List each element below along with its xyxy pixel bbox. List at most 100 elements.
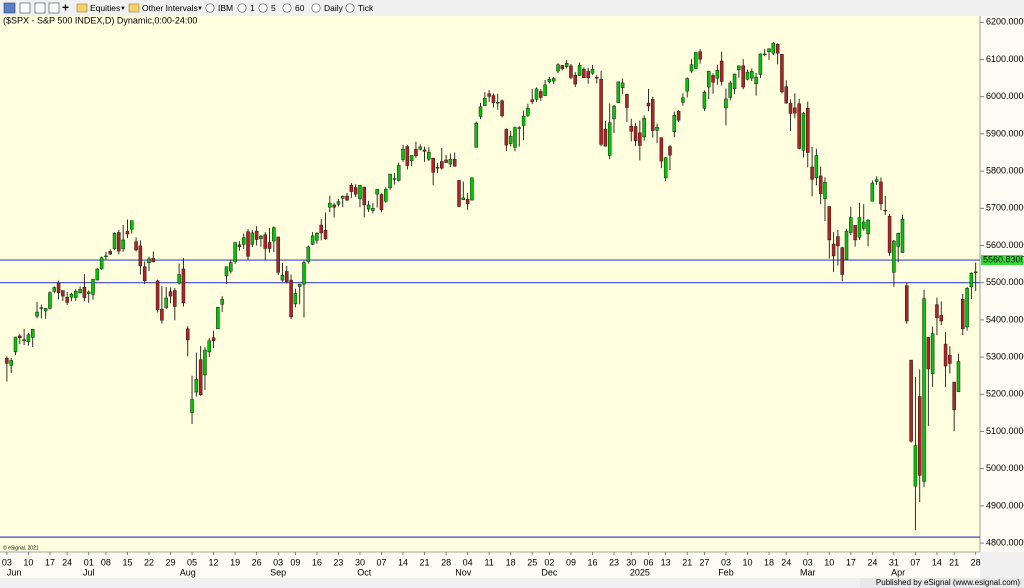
x-tick-label: 03: [273, 557, 283, 567]
candle-body: [491, 95, 496, 103]
candle-body: [224, 266, 229, 277]
interval-icon: [345, 3, 355, 13]
candle-body: [267, 242, 272, 249]
candle-body: [112, 232, 117, 250]
candle-body: [35, 311, 39, 317]
toolbar-item[interactable]: Other Intervals: [142, 3, 198, 13]
x-tick-label: 21: [682, 557, 692, 567]
candle-body: [861, 221, 866, 229]
x-tick-label: 28: [971, 557, 981, 567]
candle-body: [577, 65, 582, 76]
candle-body: [556, 64, 560, 72]
toolbar-background: [0, 0, 1024, 16]
candle-body: [689, 64, 694, 72]
candle-body: [104, 255, 108, 257]
candle-body: [560, 65, 565, 70]
month-label: Feb: [718, 567, 734, 577]
candle-body: [681, 97, 685, 103]
candle-body: [384, 189, 388, 202]
dropdown-arrow[interactable]: ▼: [197, 6, 203, 12]
candle-body: [797, 103, 801, 149]
x-tick-label: 22: [144, 557, 154, 567]
candle-body: [874, 179, 879, 182]
x-tick-label: 13: [661, 557, 671, 567]
candle-body: [702, 92, 707, 109]
candle-body: [926, 337, 931, 370]
candle-body: [694, 52, 698, 69]
toolbar-item[interactable]: IBM: [218, 3, 233, 13]
candle-body: [26, 334, 31, 343]
dropdown-arrow[interactable]: ▼: [120, 6, 126, 12]
candle-body: [52, 287, 57, 292]
candle-body: [762, 53, 767, 55]
toolbar-item[interactable]: Equities: [90, 3, 120, 13]
x-tick-label: 10: [742, 557, 752, 567]
candle-body: [793, 107, 797, 114]
toolbar-item[interactable]: 60: [295, 3, 305, 13]
add-icon[interactable]: +: [62, 1, 69, 15]
month-label: Jul: [83, 567, 95, 577]
x-tick-label: 03: [2, 557, 12, 567]
candle-body: [401, 148, 405, 160]
month-label: Aug: [180, 567, 196, 577]
candle-body: [814, 155, 819, 179]
candle-body: [349, 184, 354, 192]
toolbar-item[interactable]: 1: [250, 3, 255, 13]
candle-body: [259, 235, 263, 240]
candle-body: [465, 199, 470, 205]
candle-body: [939, 315, 943, 322]
candle-body: [582, 68, 586, 78]
toolbar: + Equities ▼ Other Intervals ▼ IBM 1 5 6…: [0, 0, 1024, 16]
x-tick-label: 19: [230, 557, 240, 567]
x-tick-label: 07: [910, 557, 920, 567]
candle-body: [818, 175, 823, 195]
candle-body: [806, 107, 810, 153]
candle-body: [69, 293, 74, 298]
candle-body: [220, 299, 224, 305]
candle-body: [353, 187, 358, 195]
x-tick-label: 17: [45, 557, 55, 567]
x-tick-label: 23: [609, 557, 619, 567]
candle-body: [961, 299, 965, 330]
candle-body: [254, 230, 259, 240]
x-tick-label: 24: [781, 557, 791, 567]
candle-body: [229, 262, 233, 272]
interval-icon: [205, 3, 215, 13]
candle-body: [521, 115, 526, 126]
candle-body: [620, 82, 625, 89]
candle-body: [629, 125, 633, 132]
toolbar-item[interactable]: 5: [271, 3, 276, 13]
candle-body: [289, 279, 293, 318]
candle-body: [788, 103, 793, 114]
candle-body: [758, 53, 763, 75]
toolbar-item[interactable]: Tick: [358, 3, 374, 13]
candle-body: [930, 333, 935, 375]
month-label: Oct: [357, 567, 372, 577]
candle-body: [754, 77, 758, 84]
candle-body: [164, 297, 168, 308]
candle-body: [388, 173, 392, 189]
status-bar: [860, 578, 1024, 588]
candle-body: [168, 291, 173, 297]
candle-body: [879, 181, 883, 205]
candle-body: [771, 42, 776, 54]
candle-body: [461, 197, 466, 201]
candle-body: [810, 166, 814, 180]
candle-body: [422, 149, 427, 152]
candle-body: [646, 102, 651, 107]
toolbar-item[interactable]: Daily: [324, 3, 344, 13]
candle-body: [547, 78, 552, 83]
candle-body: [969, 273, 974, 288]
candle-body: [913, 445, 918, 487]
candle-body: [500, 100, 504, 116]
candle-body: [887, 215, 892, 253]
candle-body: [956, 361, 961, 392]
candle-body: [905, 285, 909, 322]
plot-background: [0, 16, 980, 552]
candle-body: [233, 242, 237, 262]
candle-body: [741, 65, 745, 88]
candle-body: [698, 51, 702, 60]
